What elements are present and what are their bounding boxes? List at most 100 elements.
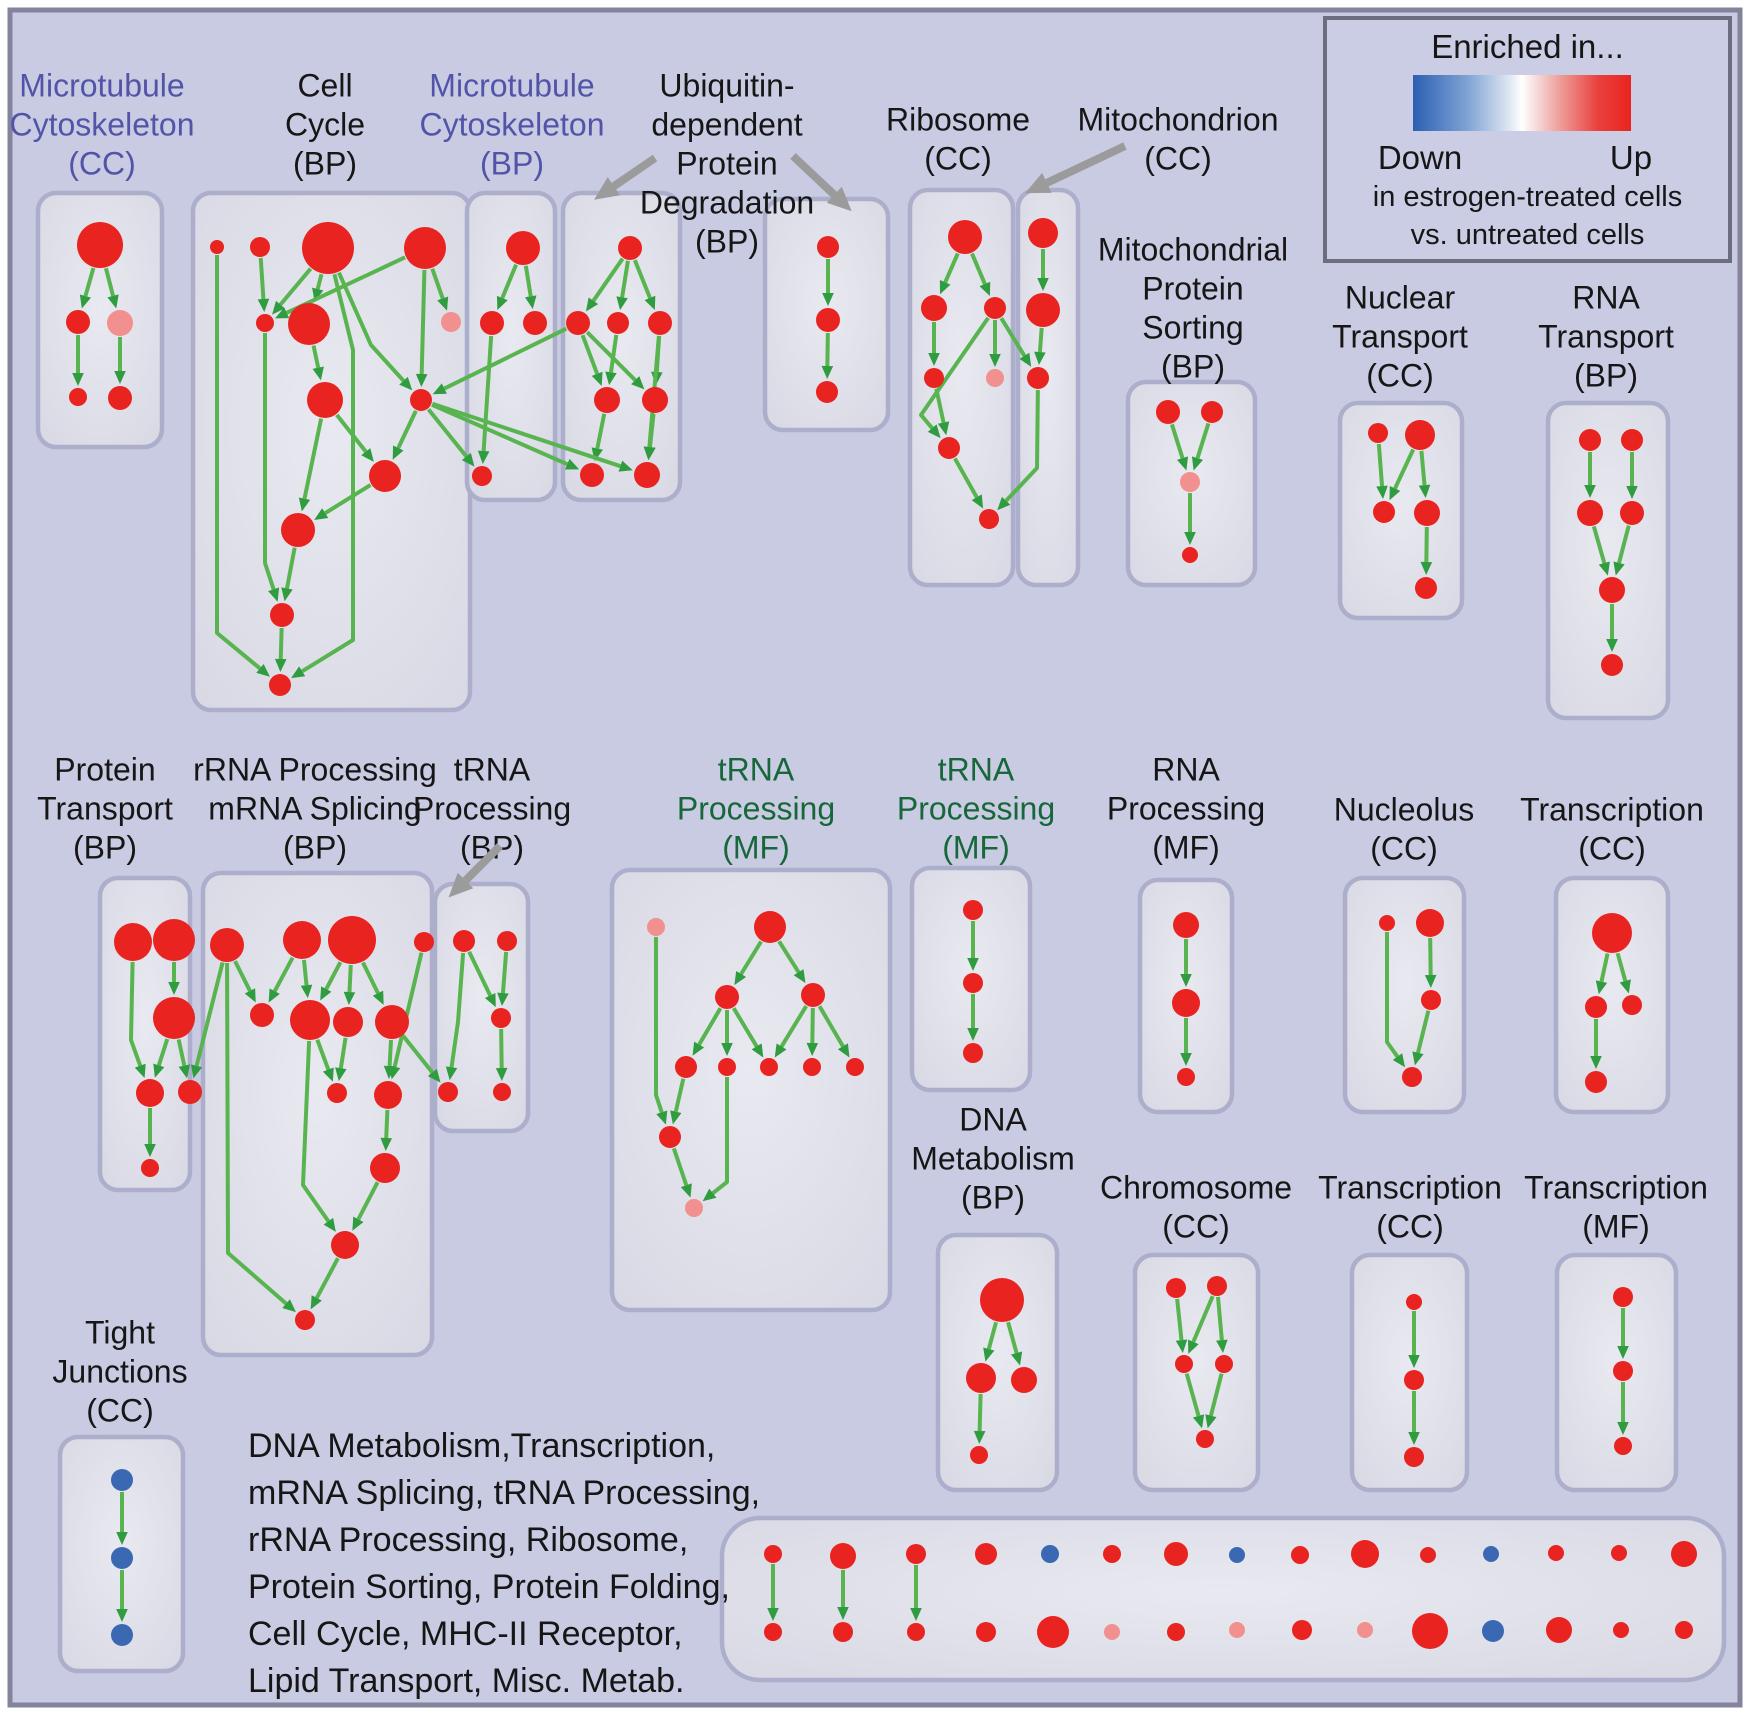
edge-head (1010, 1351, 1023, 1366)
edge-head (973, 1430, 986, 1445)
edge-head (1191, 456, 1204, 471)
go-term-node (1622, 995, 1642, 1015)
cluster-label-line: DNA (959, 1101, 1027, 1137)
cross-edge (431, 401, 622, 469)
edge-head (323, 1217, 336, 1232)
go-term-node (438, 1082, 458, 1102)
edge (384, 1109, 390, 1139)
go-term-node (760, 1058, 778, 1076)
cluster-label-line: (CC) (1144, 140, 1212, 176)
cluster-label-line: Processing (677, 790, 835, 826)
edge-head (392, 445, 404, 460)
edge-head (616, 296, 628, 311)
go-term-node (1104, 1624, 1120, 1640)
edge (500, 263, 518, 299)
edge-head (1424, 974, 1437, 989)
go-term-node (1546, 1617, 1572, 1643)
go-term-node (1351, 1540, 1379, 1568)
nodes-microtubule-cytoskeleton-bp (472, 231, 547, 486)
edge-head (939, 280, 951, 295)
go-term-node (210, 240, 224, 254)
edge-head (793, 969, 806, 984)
edge-head (79, 294, 91, 309)
edge-head (822, 293, 834, 306)
go-term-node (506, 231, 540, 265)
go-term-node (647, 918, 665, 936)
edge-head (495, 1067, 508, 1082)
nodes-trna-processing-mf-small (963, 900, 983, 1063)
edge (777, 940, 801, 974)
go-term-node (281, 513, 315, 547)
go-term-node (331, 1231, 359, 1259)
edge-head (320, 986, 332, 1001)
edge-head (1408, 1432, 1420, 1445)
edge-head (72, 373, 84, 386)
cluster-label-line: Mitochondrion (1078, 101, 1279, 137)
edges-transcription-cc-bottom (1408, 1311, 1420, 1445)
go-term-node (493, 1083, 511, 1101)
cluster-label-line: tRNA (718, 751, 795, 787)
edges-trna-processing-bp (445, 950, 509, 1082)
edge (817, 1005, 845, 1048)
misc-text-line: mRNA Splicing, tRNA Processing, (248, 1474, 761, 1512)
edge-head (821, 365, 834, 380)
edge-head (300, 984, 313, 999)
cluster-box-dna-metabolism-bp (935, 1232, 1060, 1493)
edge-head (415, 373, 428, 388)
annotation-arrow-head (448, 872, 474, 898)
cluster-label-line: RNA (1152, 751, 1220, 787)
cross-edge (426, 408, 468, 458)
go-term-node (1614, 1437, 1632, 1455)
cluster-box-trna-processing-mf-large (609, 867, 893, 1313)
edge-head (1613, 561, 1625, 576)
nodes-protein-transport-bp (114, 919, 202, 1177)
go-term-node (963, 900, 983, 920)
cross-edge (431, 402, 569, 466)
edge (500, 951, 509, 994)
go-term-node (404, 227, 446, 269)
go-term-node (1592, 913, 1632, 953)
cluster-box-nucleolus-cc (1342, 875, 1467, 1115)
edge (739, 940, 763, 976)
edge (104, 267, 115, 297)
cluster-label-line: Metabolism (911, 1140, 1075, 1176)
go-term-node (107, 310, 133, 336)
go-term-node (1611, 1545, 1627, 1561)
cluster-label-line: rRNA Processing (193, 751, 437, 787)
edge (430, 268, 445, 300)
edge-head (605, 371, 617, 386)
go-term-node (594, 387, 620, 413)
edge-head (484, 992, 496, 1008)
go-term-node (1196, 1430, 1214, 1448)
edge (1191, 1295, 1215, 1343)
legend-color-gradient-bar (1413, 75, 1631, 131)
cluster-label-transcription-mf: Transcription(MF) (1524, 1169, 1708, 1244)
edge-head (967, 1028, 979, 1041)
nodes-misc-terms (764, 1540, 1697, 1649)
go-term-node (307, 382, 343, 418)
edge-head (314, 508, 329, 520)
cluster-label-line: (CC) (86, 1392, 154, 1428)
go-term-node (984, 297, 1006, 319)
edge-head (767, 1608, 779, 1621)
edge-head (383, 1065, 396, 1080)
go-term-node (269, 674, 291, 696)
edge-head (1412, 1051, 1424, 1066)
go-term-node (1620, 501, 1644, 525)
edge (673, 1078, 686, 1113)
edge-head (281, 587, 293, 602)
go-term-node (480, 311, 504, 335)
nodes-dna-metabolism-bp (966, 1278, 1037, 1464)
cluster-label-line: Degradation (640, 184, 814, 220)
go-term-node (1291, 1546, 1309, 1564)
go-term-node (1026, 293, 1060, 327)
edge-head (168, 982, 180, 995)
cluster-label-line: (BP) (1161, 348, 1225, 384)
legend-subtitle-line1: in estrogen-treated cells (1372, 181, 1683, 213)
